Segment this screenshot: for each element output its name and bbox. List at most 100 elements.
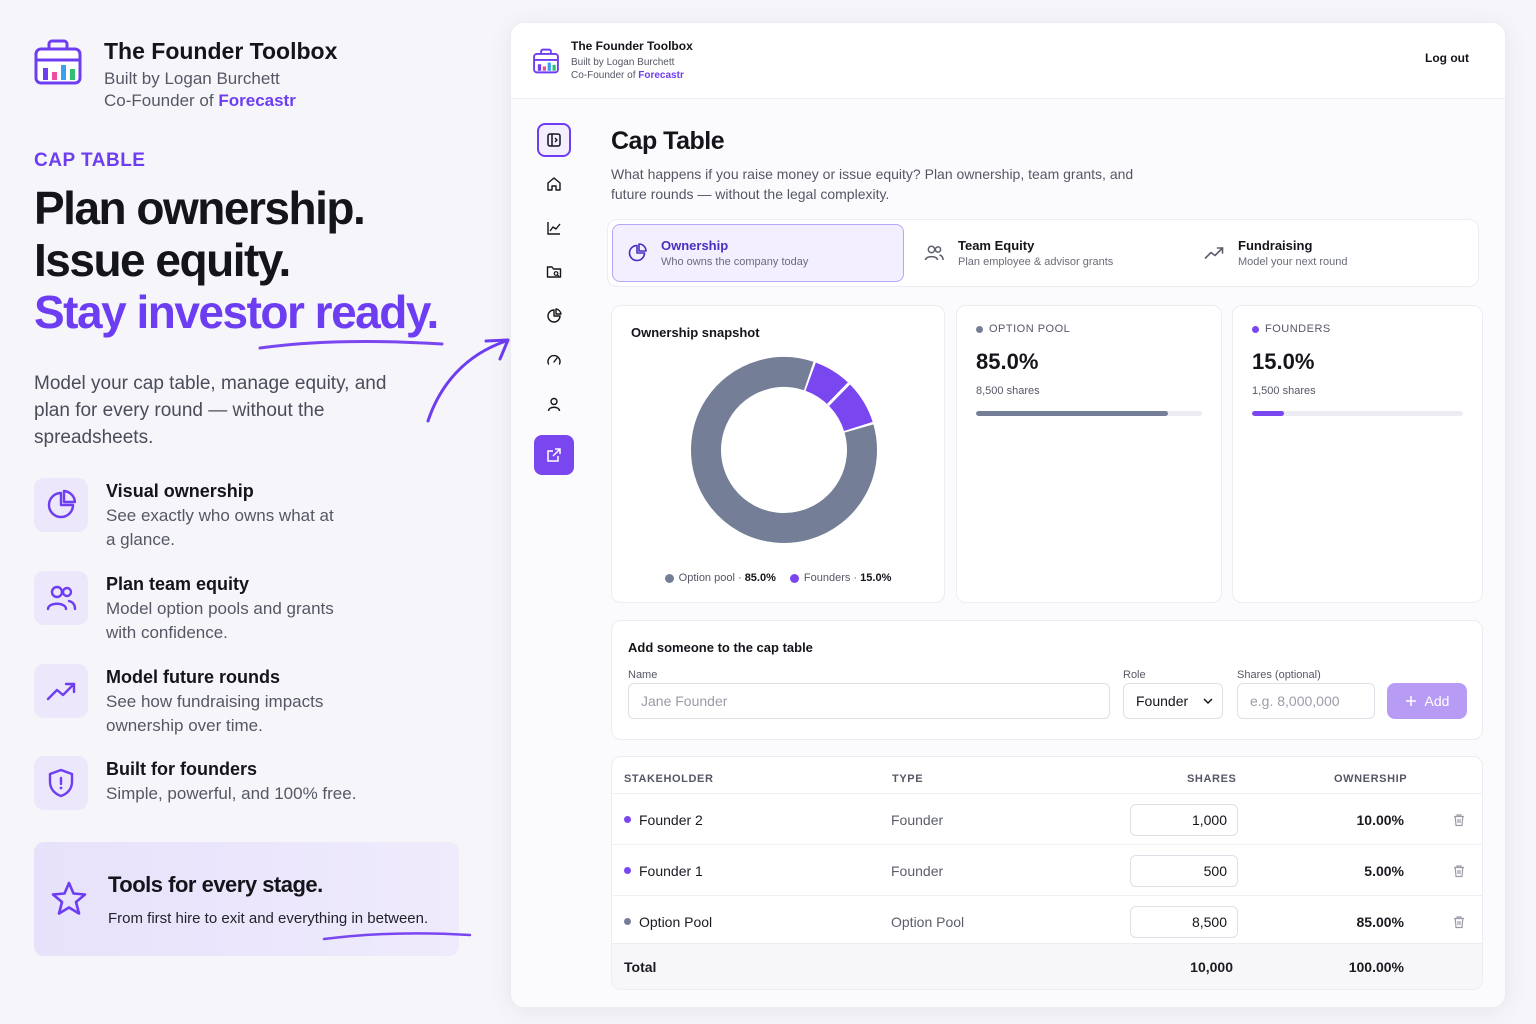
page-description: What happens if you raise money or issue… <box>611 166 1134 202</box>
plus-icon <box>1405 696 1416 706</box>
shares-cell <box>1130 794 1238 845</box>
feature-team-equity: Plan team equity Model option pools and … <box>34 571 346 645</box>
trend-up-icon <box>34 664 88 718</box>
delete-button[interactable] <box>1452 845 1466 896</box>
company-link[interactable]: Forecastr <box>638 70 684 81</box>
add-button[interactable]: Add <box>1387 683 1467 719</box>
type-cell: Founder <box>891 811 944 828</box>
stakeholder-name: Founder 2 <box>639 811 703 828</box>
legend-dot <box>789 573 799 583</box>
sidebar-toggle-icon <box>547 133 561 147</box>
stakeholder-name: Option Pool <box>639 913 713 930</box>
feature-desc: See exactly who owns what at a glance. <box>106 506 334 549</box>
chart-legend: Option pool · 85.0% Founders · 15.0% <box>612 572 944 584</box>
shares-cell <box>1130 845 1238 896</box>
nav-documents[interactable] <box>537 255 571 289</box>
shares-input[interactable] <box>1237 683 1375 719</box>
app-window: The Founder Toolbox Built by Logan Burch… <box>510 22 1506 1008</box>
table-total-row: Total 10,000 100.00% <box>612 943 1482 989</box>
legend-item-option-pool: Option pool · 85.0% <box>664 572 776 584</box>
sidebar-toggle-button[interactable] <box>537 123 571 157</box>
snapshot-title: Ownership snapshot <box>631 325 760 340</box>
progress-fill <box>1252 411 1284 416</box>
shares-label: Shares (optional) <box>1237 669 1321 681</box>
company-link[interactable]: Forecastr <box>218 91 296 110</box>
total-label: Total <box>624 959 657 975</box>
feature-title: Built for founders <box>106 759 257 779</box>
donut-slice-divider <box>826 382 851 406</box>
table-row: Founder 1 Founder 5.00% <box>612 844 1482 895</box>
name-input[interactable] <box>628 683 1110 719</box>
stat-label-text: OPTION POOL <box>989 323 1071 335</box>
line-chart-icon <box>547 222 561 235</box>
th-shares: SHARES <box>1187 773 1237 785</box>
hero-line-2: Issue equity. <box>34 234 291 286</box>
feature-future-rounds: Model future rounds See how fundraising … <box>34 664 346 738</box>
nav-analytics[interactable] <box>537 211 571 245</box>
brand-title: The Founder Toolbox <box>104 38 338 64</box>
promo-underline-decoration <box>322 932 472 941</box>
feature-desc: Simple, powerful, and 100% free. <box>106 784 357 803</box>
shares-edit-input[interactable] <box>1130 905 1238 938</box>
th-ownership: OWNERSHIP <box>1334 773 1408 785</box>
brand-built-by: Built by Logan Burchett <box>104 69 280 88</box>
stat-shares: 1,500 shares <box>1252 385 1316 397</box>
stakeholder-table: STAKEHOLDER TYPE SHARES OWNERSHIP Founde… <box>611 756 1483 990</box>
total-ownership: 100.00% <box>1348 959 1404 975</box>
cap-table-tabs: Ownership Who owns the company today Tea… <box>607 219 1479 287</box>
nav-home[interactable] <box>537 167 571 201</box>
tab-sub: Model your next round <box>1238 256 1348 268</box>
delete-button[interactable] <box>1452 896 1466 947</box>
page-title: Cap Table <box>611 127 725 155</box>
stakeholder-dot <box>624 867 631 874</box>
shares-edit-input[interactable] <box>1130 803 1238 836</box>
users-icon <box>924 245 944 261</box>
feature-visual-ownership: Visual ownership See exactly who owns wh… <box>34 478 346 552</box>
trash-icon <box>1454 915 1464 928</box>
user-icon <box>547 397 561 412</box>
stakeholder-cell: Founder 1 <box>624 845 703 896</box>
legend-value: 15.0% <box>860 572 892 584</box>
app-brand-title: The Founder Toolbox <box>571 39 693 53</box>
feature-desc: See how fundraising impacts ownership ov… <box>106 692 324 735</box>
stat-label-text: FOUNDERS <box>1265 323 1331 335</box>
tab-ownership[interactable]: Ownership Who owns the company today <box>612 224 904 282</box>
trash-icon <box>1454 864 1464 877</box>
role-select-value: Founder <box>1136 693 1189 709</box>
star-icon <box>51 881 87 915</box>
ownership-cell: 10.00% <box>1356 811 1404 828</box>
stat-shares: 8,500 shares <box>976 385 1040 397</box>
th-stakeholder: STAKEHOLDER <box>624 773 714 785</box>
tab-sub: Plan employee & advisor grants <box>958 256 1114 268</box>
section-eyebrow: CAP TABLE <box>34 150 146 171</box>
home-icon <box>547 177 561 191</box>
main-content: Cap Table What happens if you raise mone… <box>607 123 1483 990</box>
logout-button[interactable]: Log out <box>1425 51 1469 65</box>
stakeholder-dot <box>624 816 631 823</box>
shares-edit-input[interactable] <box>1130 854 1238 887</box>
feature-built-for-founders: Built for founders Simple, powerful, and… <box>34 756 406 810</box>
tab-fundraising[interactable]: Fundraising Model your next round <box>1190 224 1450 282</box>
stat-label: OPTION POOL <box>976 323 1202 335</box>
nav-cap-table[interactable] <box>537 299 571 333</box>
legend-dot <box>664 573 674 583</box>
shares-cell <box>1130 896 1238 947</box>
hero-lead: Model your cap table, manage equity, and… <box>34 373 387 448</box>
progress-bar <box>1252 411 1463 416</box>
nav-metrics[interactable] <box>537 343 571 377</box>
brand-cofounder: Co-Founder of Forecastr <box>104 90 337 112</box>
nav-external-link[interactable] <box>534 435 574 475</box>
tab-team-equity[interactable]: Team Equity Plan employee & advisor gran… <box>910 224 1190 282</box>
role-select[interactable]: Founder <box>1123 683 1223 719</box>
stat-value: 85.0% <box>976 349 1039 374</box>
nav-profile[interactable] <box>537 387 571 421</box>
option-pool-stat-card: OPTION POOL 85.0% 8,500 shares <box>956 305 1222 603</box>
pie-chart-icon <box>34 478 88 532</box>
founders-stat-card: FOUNDERS 15.0% 1,500 shares <box>1232 305 1483 603</box>
delete-button[interactable] <box>1452 794 1466 845</box>
stat-dot <box>976 325 983 333</box>
feature-title: Plan team equity <box>106 574 250 594</box>
legend-label: Founders <box>803 572 851 584</box>
ownership-donut-chart <box>691 356 877 543</box>
progress-fill <box>976 411 1169 416</box>
